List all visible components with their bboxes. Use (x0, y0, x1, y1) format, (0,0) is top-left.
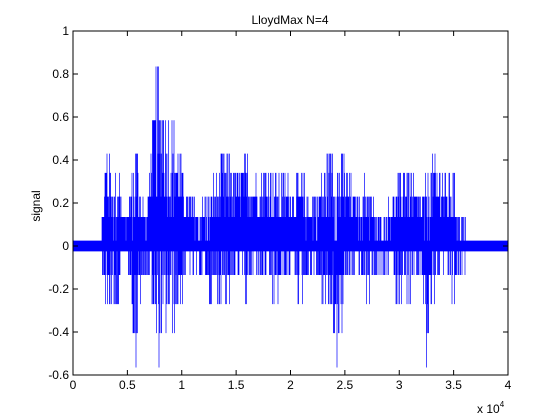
x-tick-label: 3 (396, 378, 403, 392)
x-axis-multiplier: x 104 (477, 400, 505, 416)
chart-title: LloydMax N=4 (251, 13, 328, 27)
y-tick-label: -0.2 (48, 282, 69, 296)
y-tick-label: -0.6 (48, 368, 69, 382)
x-tick-label: 3.5 (445, 378, 462, 392)
x-tick-label: 1 (178, 378, 185, 392)
y-tick-label: 0.6 (52, 110, 69, 124)
y-tick-label: 1 (62, 24, 69, 38)
x-tick-label: 4 (505, 378, 512, 392)
y-tick-label: 0.8 (52, 67, 69, 81)
x-tick-label: 2 (287, 378, 294, 392)
y-tick-label: 0.2 (52, 196, 69, 210)
y-tick-label: 0.4 (52, 153, 69, 167)
x-axis-multiplier-base: x 10 (477, 402, 500, 416)
y-axis-label: signal (29, 190, 43, 221)
plot-area (73, 31, 508, 375)
x-tick-label: 2.5 (337, 378, 354, 392)
x-tick-label: 1.5 (228, 378, 245, 392)
x-axis-multiplier-exponent: 4 (500, 400, 505, 409)
y-tick-label: -0.4 (48, 325, 69, 339)
x-tick-label: 0 (70, 378, 77, 392)
y-tick-label: 0 (62, 239, 69, 253)
x-tick-label: 0.5 (119, 378, 136, 392)
